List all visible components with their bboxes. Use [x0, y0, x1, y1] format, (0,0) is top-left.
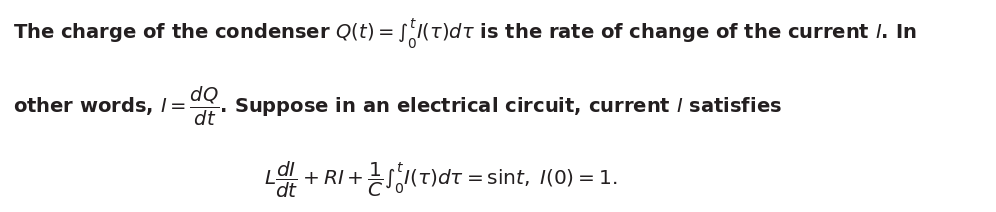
Text: $L\dfrac{dI}{dt} + RI + \dfrac{1}{C}\int_0^t I(\tau)d\tau = \mathrm{sin}t, \; I(: $L\dfrac{dI}{dt} + RI + \dfrac{1}{C}\int… — [264, 160, 618, 200]
Text: The charge of the condenser $Q(t) = \int_0^t I(\tau)d\tau$ is the rate of change: The charge of the condenser $Q(t) = \int… — [13, 17, 916, 51]
Text: other words, $I = \dfrac{dQ}{dt}$. Suppose in an electrical circuit, current $I$: other words, $I = \dfrac{dQ}{dt}$. Suppo… — [13, 84, 782, 128]
